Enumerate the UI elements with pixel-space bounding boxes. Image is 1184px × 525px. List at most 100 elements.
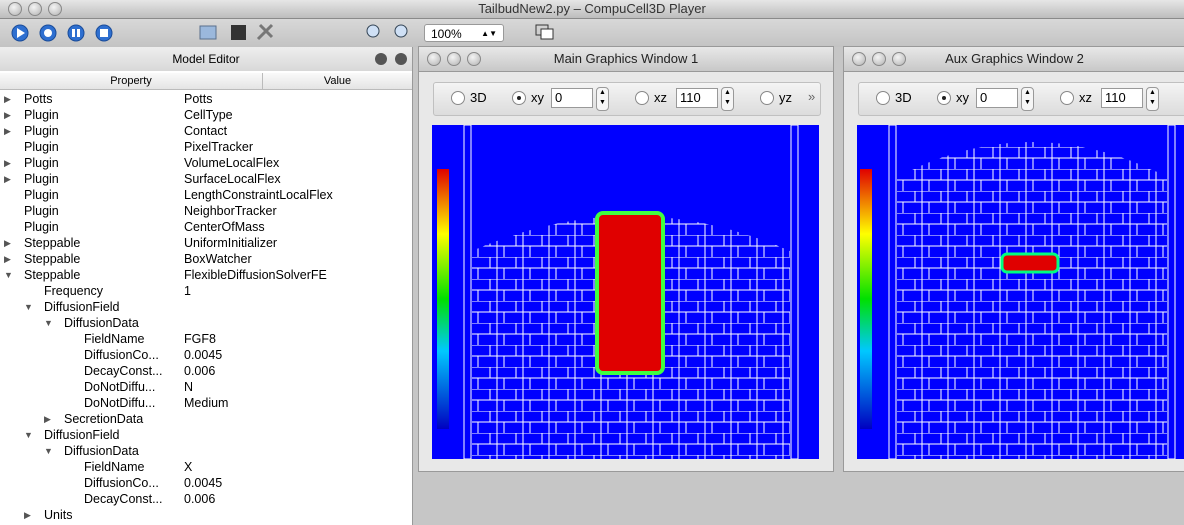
spin-input[interactable]: 110 — [676, 88, 718, 108]
tree-row[interactable]: ▶ Steppable UniformInitializer — [0, 235, 412, 251]
tree-row[interactable]: Plugin LengthConstraintLocalFlex — [0, 187, 412, 203]
windows-button — [540, 28, 554, 40]
tree-row[interactable]: DiffusionCo... 0.0045 — [0, 347, 412, 363]
expander[interactable]: ▶ — [4, 126, 11, 136]
spin-input[interactable]: 0 — [551, 88, 593, 108]
property-name: Frequency — [44, 284, 104, 298]
column-header[interactable]: Value — [263, 73, 412, 90]
window-title: TailbudNew2.py – CompuCell3D Player — [478, 1, 706, 16]
tree-row[interactable]: ▶ Units — [0, 507, 412, 523]
property-value: CellType — [184, 108, 233, 122]
tree-row[interactable]: Frequency 1 — [0, 283, 412, 299]
expander[interactable]: ▼ — [44, 318, 53, 328]
tree-row[interactable]: Plugin CenterOfMass — [0, 219, 412, 235]
tree-row[interactable]: DecayConst... 0.006 — [0, 363, 412, 379]
expander[interactable]: ▼ — [4, 270, 13, 280]
tree-row[interactable]: ▶ Plugin CellType — [0, 107, 412, 123]
open-button[interactable] — [199, 25, 217, 40]
expander[interactable]: ▼ — [24, 302, 33, 312]
expander[interactable]: ▶ — [4, 238, 11, 248]
radio-label: xz — [654, 90, 667, 105]
tree-row[interactable]: FieldName FGF8 — [0, 331, 412, 347]
property-name: Steppable — [24, 236, 81, 250]
minimize-button[interactable] — [28, 2, 42, 16]
pause-button[interactable] — [67, 24, 85, 42]
spin-stepper[interactable]: ▲ ▼ — [1021, 87, 1034, 111]
window-button[interactable] — [892, 52, 906, 66]
expander[interactable]: ▼ — [44, 446, 53, 456]
property-name: Plugin — [24, 140, 59, 154]
column-header[interactable]: Property — [0, 73, 263, 90]
radio-button[interactable] — [760, 91, 774, 105]
tree-row[interactable]: ▶ SecretionData — [0, 411, 412, 427]
spin-stepper[interactable]: ▲ ▼ — [721, 87, 734, 111]
tree-row[interactable]: ▶ Plugin SurfaceLocalFlex — [0, 171, 412, 187]
tree-row[interactable]: Plugin PixelTracker — [0, 139, 412, 155]
spin-input[interactable]: 0 — [976, 88, 1018, 108]
expander[interactable]: ▶ — [4, 254, 11, 264]
tree-row[interactable]: ▼ DiffusionField — [0, 299, 412, 315]
window-button[interactable] — [427, 52, 441, 66]
tree-row[interactable]: ▶ Potts Potts — [0, 91, 412, 107]
close-button[interactable] — [8, 2, 22, 16]
zoom-value: 100% — [431, 27, 462, 41]
overflow-button[interactable]: » — [808, 89, 816, 104]
expander[interactable]: ▶ — [4, 110, 11, 120]
property-value: N — [184, 380, 194, 394]
zoom-out-button[interactable] — [394, 24, 408, 38]
zoom-button[interactable] — [48, 2, 62, 16]
property-value: VolumeLocalFlex — [184, 156, 280, 170]
window-button[interactable] — [872, 52, 886, 66]
property-name: Plugin — [24, 108, 59, 122]
property-value: X — [184, 460, 193, 474]
property-name: FieldName — [84, 460, 145, 474]
tree-row[interactable]: Plugin NeighborTracker — [0, 203, 412, 219]
expander[interactable]: ▶ — [24, 510, 31, 520]
property-name: Plugin — [24, 156, 59, 170]
tree-row[interactable]: ▶ Steppable BoxWatcher — [0, 251, 412, 267]
window-button[interactable] — [467, 52, 481, 66]
tree-row[interactable]: DoNotDiffu... Medium — [0, 395, 412, 411]
property-value: NeighborTracker — [184, 204, 277, 218]
property-value: LengthConstraintLocalFlex — [184, 188, 333, 202]
expander[interactable]: ▼ — [24, 430, 33, 440]
window-button[interactable] — [447, 52, 461, 66]
expander[interactable]: ▶ — [4, 158, 11, 168]
settings-button[interactable] — [256, 23, 274, 41]
tree-row[interactable]: FieldName X — [0, 459, 412, 475]
tree-row[interactable]: ▶ Plugin VolumeLocalFlex — [0, 155, 412, 171]
zoom-combo[interactable]: 100% ▲▼ — [424, 24, 504, 42]
radio-label: xy — [531, 90, 544, 105]
property-name: Steppable — [24, 252, 81, 266]
tree-row[interactable]: ▼ DiffusionData — [0, 315, 412, 331]
radio-button[interactable] — [635, 91, 649, 105]
window-button[interactable] — [852, 52, 866, 66]
tree-row[interactable]: DiffusionCo... 0.0045 — [0, 475, 412, 491]
radio-button[interactable] — [512, 91, 526, 105]
spin-stepper[interactable]: ▲ ▼ — [1146, 87, 1159, 111]
radio-button[interactable] — [1060, 91, 1074, 105]
float-button[interactable] — [375, 53, 387, 65]
property-name: Potts — [24, 92, 53, 106]
expander[interactable]: ▶ — [4, 94, 11, 104]
radio-button[interactable] — [876, 91, 890, 105]
tree-row[interactable]: ▼ Steppable FlexibleDiffusionSolverFE — [0, 267, 412, 283]
tree-row[interactable]: DecayConst... 0.006 — [0, 491, 412, 507]
radio-button[interactable] — [937, 91, 951, 105]
tree-row[interactable]: ▶ Plugin Contact — [0, 123, 412, 139]
expander[interactable]: ▶ — [44, 414, 51, 424]
tree-row[interactable]: ▼ DiffusionField — [0, 427, 412, 443]
save-button[interactable] — [231, 25, 246, 40]
radio-button[interactable] — [451, 91, 465, 105]
expander[interactable]: ▶ — [4, 174, 11, 184]
combo-arrow: ▲▼ — [481, 29, 497, 38]
property-name: Plugin — [24, 124, 59, 138]
spin-stepper[interactable]: ▲ ▼ — [596, 87, 609, 111]
property-value: SurfaceLocalFlex — [184, 172, 281, 186]
spin-input[interactable]: 110 — [1101, 88, 1143, 108]
property-name: DiffusionData — [64, 316, 139, 330]
zoom-in-button[interactable] — [366, 24, 380, 38]
tree-row[interactable]: DoNotDiffu... N — [0, 379, 412, 395]
tree-row[interactable]: ▼ DiffusionData — [0, 443, 412, 459]
close-panel-button[interactable] — [395, 53, 407, 65]
